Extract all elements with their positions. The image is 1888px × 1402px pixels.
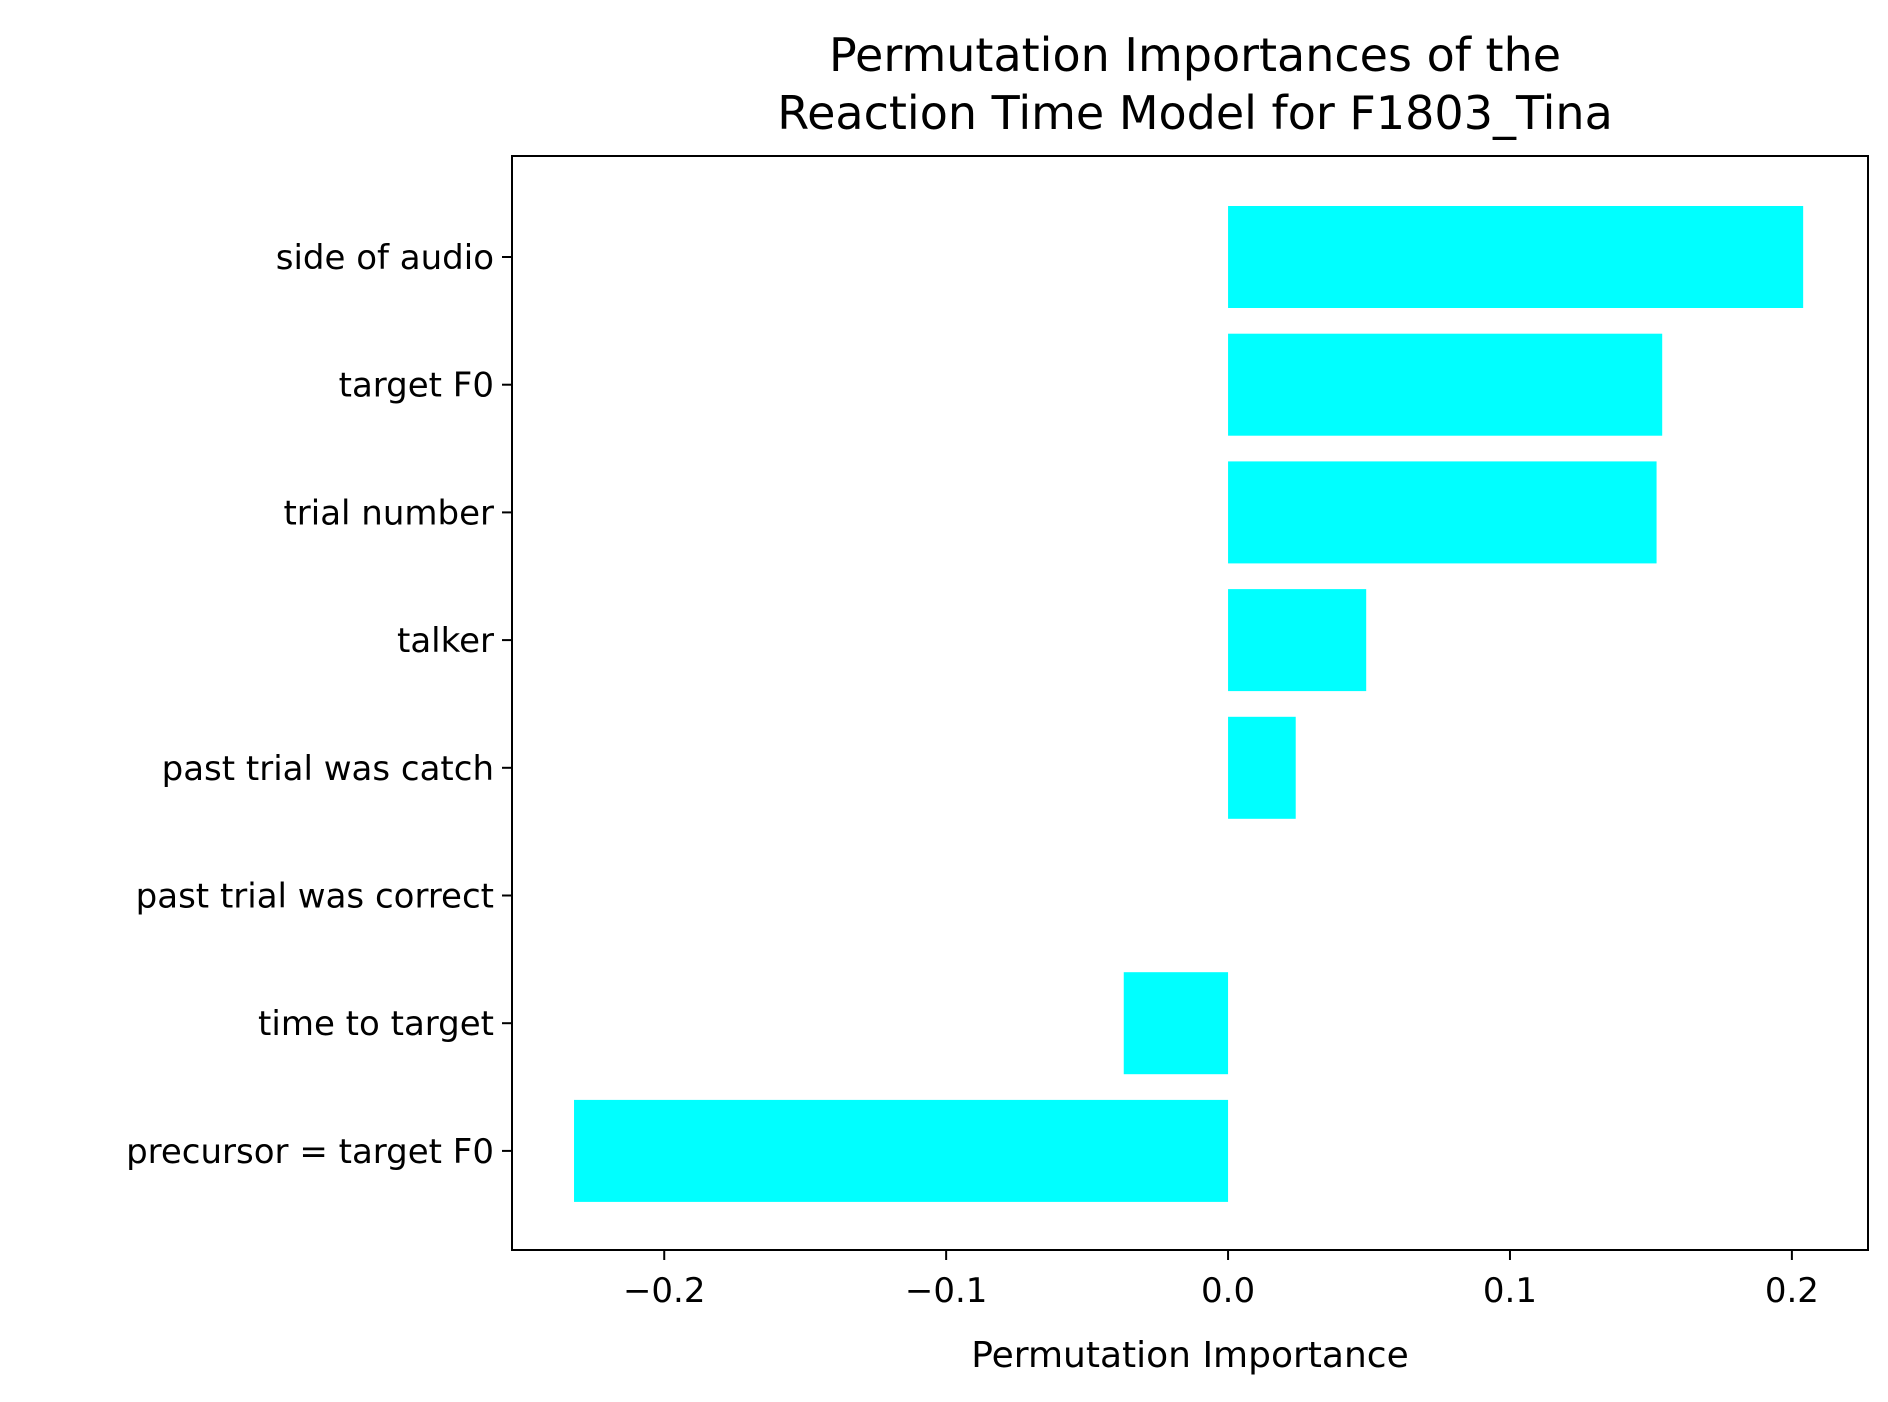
bar-6 xyxy=(1123,972,1229,1075)
bar-3 xyxy=(1228,589,1367,692)
y-tick-label-2: trial number xyxy=(283,493,494,533)
bar-1 xyxy=(1228,333,1663,436)
y-tick-label-6: time to target xyxy=(258,1004,494,1044)
x-tick-label-2: 0.0 xyxy=(1201,1271,1255,1311)
bar-4 xyxy=(1228,716,1296,819)
chart-title-line-1: Permutation Importances of the xyxy=(829,28,1561,82)
bar-7 xyxy=(574,1099,1229,1202)
x-tick-label-0: −0.2 xyxy=(623,1271,706,1311)
y-tick-label-7: precursor = target F0 xyxy=(126,1132,494,1172)
y-tick-label-4: past trial was catch xyxy=(162,749,494,789)
y-tick-label-5: past trial was correct xyxy=(136,877,494,917)
chart-title-line-2: Reaction Time Model for F1803_Tina xyxy=(777,86,1613,140)
x-axis-label: Permutation Importance xyxy=(971,1335,1409,1376)
y-tick-label-0: side of audio xyxy=(276,238,494,278)
bar-0 xyxy=(1228,206,1804,308)
bar-group xyxy=(574,206,1804,1202)
chart-title: Permutation Importances of the Reaction … xyxy=(777,28,1613,140)
x-tick-label-1: −0.1 xyxy=(905,1271,988,1311)
x-tick-label-3: 0.1 xyxy=(1483,1271,1537,1311)
y-axis-ticks: side of audio target F0 trial number talker… xyxy=(126,238,512,1172)
plot-area-frame xyxy=(511,155,1869,1251)
x-tick-label-4: 0.2 xyxy=(1765,1271,1819,1311)
y-tick-label-1: target F0 xyxy=(339,366,494,406)
bar-2 xyxy=(1228,461,1657,564)
y-tick-label-3: talker xyxy=(397,621,494,661)
x-axis-ticks: −0.2 −0.1 0.0 0.1 0.2 xyxy=(623,1250,1819,1311)
